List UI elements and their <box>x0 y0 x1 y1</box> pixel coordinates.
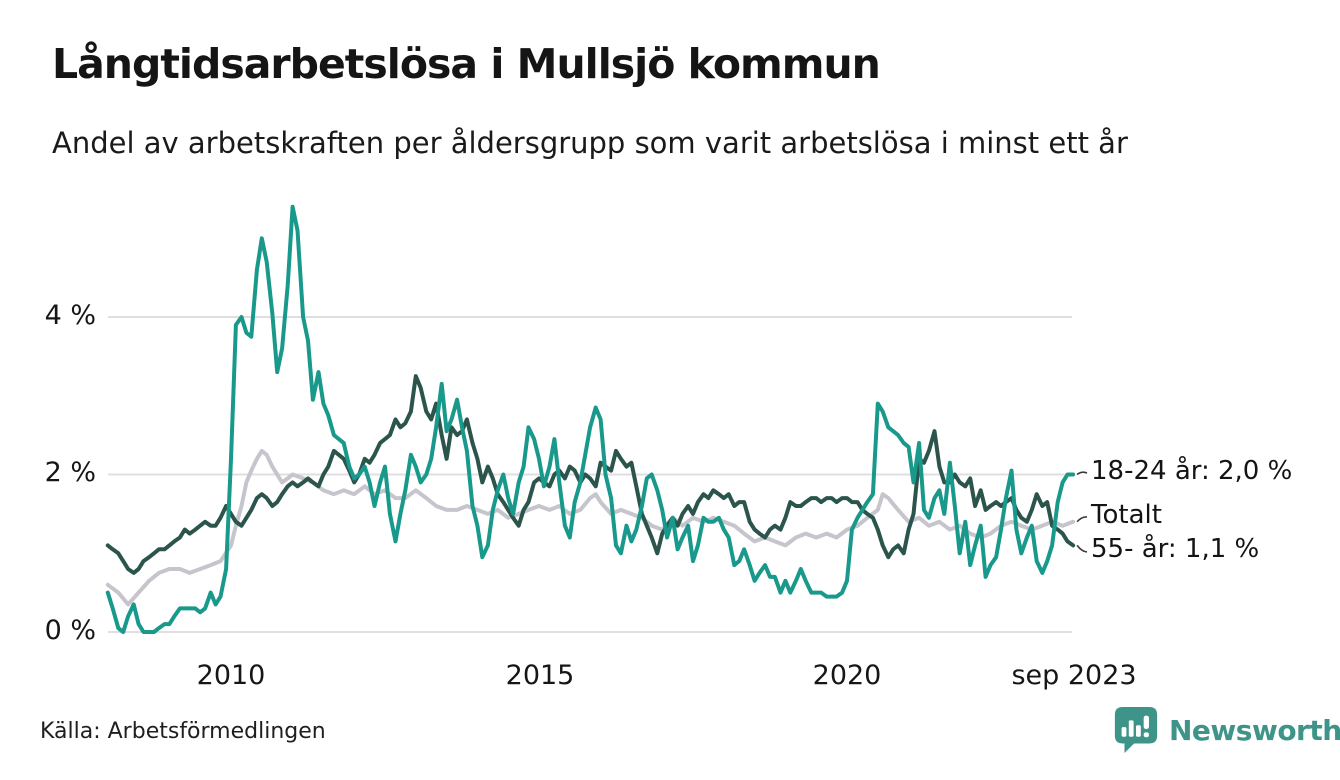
annotation-connector-18-24-år <box>1076 471 1088 476</box>
newsworthy-logo[interactable]: Newsworthy <box>1112 705 1340 755</box>
series-line-55--år <box>105 374 1076 575</box>
series-end-label-55: 55- år: 1,1 % <box>1091 534 1260 564</box>
series-line-Totalt <box>105 448 1076 607</box>
x-axis-tick-2010: 2010 <box>196 660 266 691</box>
x-axis-tick-sep-2023: sep 2023 <box>1011 660 1137 691</box>
x-axis-tick-2015: 2015 <box>505 660 575 691</box>
source-note: Källa: Arbetsförmedlingen <box>40 719 326 744</box>
annotation-connector-55--år <box>1076 544 1088 553</box>
y-axis-tick-0: 0 % <box>44 615 96 646</box>
series-end-label-18-24: 18-24 år: 2,0 % <box>1091 456 1293 486</box>
newsworthy-logo-text: Newsworthy <box>1169 713 1340 747</box>
annotation-connector-Totalt <box>1076 516 1088 523</box>
series-end-label-totalt: Totalt <box>1091 500 1162 530</box>
series-line-18-24-år <box>105 204 1076 634</box>
y-axis-tick-2: 2 % <box>44 457 96 488</box>
chart-subtitle: Andel av arbetskraften per åldersgrupp s… <box>52 126 1128 160</box>
chart-title: Långtidsarbetslösa i Mullsjö kommun <box>52 40 881 88</box>
x-axis-tick-2020: 2020 <box>812 660 882 691</box>
newsworthy-bubble-chart-icon <box>1114 706 1158 754</box>
y-axis-tick-4: 4 % <box>44 300 96 331</box>
